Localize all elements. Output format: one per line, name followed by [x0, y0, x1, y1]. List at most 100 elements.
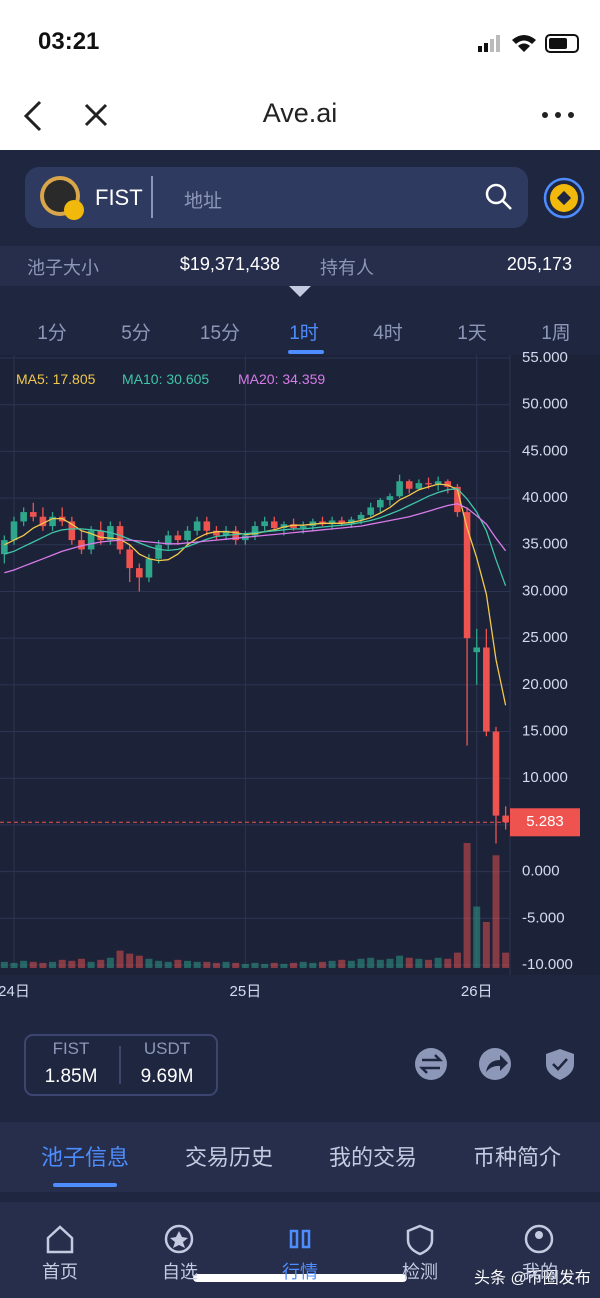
- y-tick-label: 30.000: [522, 582, 568, 599]
- interval-underline: [288, 350, 324, 354]
- last-price-label: 5.283: [526, 813, 564, 830]
- volume-bar: [126, 953, 134, 968]
- y-tick-label: -5.000: [522, 909, 565, 926]
- candle-body: [270, 521, 278, 528]
- candle-body: [348, 519, 355, 524]
- candle-body: [222, 530, 230, 536]
- interval-tab[interactable]: 15分: [199, 323, 241, 344]
- y-tick-label: 20.000: [522, 676, 568, 693]
- bottom-nav-item[interactable]: 行情: [282, 1262, 318, 1282]
- volume-bar: [367, 957, 375, 968]
- candle-body: [328, 520, 336, 525]
- y-tick-label: -10.000: [522, 956, 573, 973]
- candle-body: [145, 558, 153, 578]
- y-tick-label: 0.000: [522, 863, 560, 880]
- candle-body: [377, 499, 384, 508]
- info-tab[interactable]: 交易历史: [184, 1145, 273, 1170]
- candle-body: [299, 526, 307, 528]
- info-tabs: [0, 1122, 600, 1192]
- legend-value: 34.359: [282, 371, 325, 387]
- volume-bar: [106, 957, 114, 968]
- balance-amount: 9.69M: [140, 1066, 194, 1087]
- candle-body: [357, 514, 365, 520]
- volume-bar: [328, 960, 336, 968]
- action-buttons[interactable]: [414, 1046, 580, 1082]
- volume-bar: [203, 961, 211, 968]
- interval-tab[interactable]: 4时: [373, 323, 403, 344]
- volume-bar: [270, 962, 278, 968]
- candle-body: [338, 520, 346, 524]
- info-tab[interactable]: 币种简介: [472, 1145, 561, 1170]
- volume-bar: [241, 963, 249, 968]
- nav-title: Ave.ai: [262, 98, 338, 128]
- stats-row: [0, 246, 600, 286]
- interval-tab[interactable]: 5分: [121, 323, 151, 344]
- candle-body: [251, 526, 259, 536]
- y-tick-label: 40.000: [522, 489, 568, 506]
- interval-tab[interactable]: 1分: [37, 323, 67, 344]
- expand-arrow[interactable]: [289, 286, 311, 298]
- legend-entry: MA5: 17.805: [16, 371, 96, 387]
- ma-line: [4, 483, 507, 706]
- volume-bar: [77, 958, 85, 968]
- volume-bar: [58, 959, 66, 968]
- x-tick-label: 24日: [0, 983, 30, 1000]
- candle-body: [20, 512, 27, 522]
- bottom-nav-item[interactable]: 自选: [162, 1262, 198, 1282]
- volume-bar: [357, 958, 365, 968]
- volume-bar: [318, 961, 326, 968]
- candle-body: [492, 731, 500, 816]
- candle-body: [232, 530, 240, 541]
- chain-button[interactable]: [543, 177, 585, 219]
- bottom-nav-item[interactable]: 我的: [522, 1262, 558, 1282]
- candle-body: [184, 530, 191, 541]
- candle-body: [405, 481, 413, 489]
- volume-bar: [482, 921, 490, 968]
- volume-bar: [502, 952, 510, 968]
- legend-name: MA20: [238, 371, 275, 387]
- status-icons: [478, 34, 579, 53]
- search-icons: [40, 176, 512, 220]
- volume-bar: [20, 960, 28, 968]
- volume-bar: [10, 962, 18, 968]
- watermark: 头条 @币圈发布: [474, 1270, 591, 1287]
- volume-bar: [453, 952, 461, 968]
- candle-body: [49, 516, 56, 527]
- info-tab[interactable]: 我的交易: [328, 1145, 417, 1170]
- volume-bar: [174, 959, 182, 968]
- volume-bar: [164, 961, 172, 968]
- volume-bar: [386, 958, 394, 968]
- volume-bar: [338, 959, 346, 968]
- candle-body: [463, 512, 471, 639]
- candle-body: [415, 483, 423, 489]
- search-placeholder[interactable]: 地址: [184, 191, 223, 212]
- holders-value: 205,173: [506, 254, 572, 274]
- volume-bar: [290, 962, 298, 968]
- more-button[interactable]: [540, 108, 576, 122]
- bottom-nav-icons: [46, 1224, 554, 1256]
- nav-buttons[interactable]: [20, 98, 120, 134]
- volume-bar: [299, 961, 307, 968]
- pool-value: $19,371,438: [179, 254, 280, 274]
- search-box[interactable]: [25, 167, 528, 228]
- volume-bar: [463, 843, 471, 968]
- info-tab[interactable]: 池子信息: [40, 1145, 129, 1170]
- tab-underline: [53, 1183, 117, 1187]
- candle-body: [434, 481, 442, 485]
- bottom-nav-item[interactable]: 检测: [402, 1262, 438, 1282]
- volume-bar: [347, 960, 355, 968]
- candle-body: [213, 530, 220, 536]
- volume-bar: [29, 961, 37, 968]
- candle-body: [454, 486, 461, 513]
- interval-tab[interactable]: 1周: [541, 323, 571, 344]
- interval-tab[interactable]: 1天: [457, 323, 487, 344]
- bottom-nav-item[interactable]: 首页: [42, 1262, 78, 1282]
- y-tick-label: 10.000: [522, 769, 568, 786]
- candle-body: [425, 483, 432, 485]
- candle-body: [290, 524, 297, 528]
- candle-body: [444, 481, 452, 487]
- interval-tab[interactable]: 1时: [289, 323, 319, 344]
- candle-body: [164, 535, 172, 545]
- candlestick-chart: 55.000 50.000 45.000 40.000 35.000 30.000 25.0…: [0, 348, 580, 1000]
- volume-bar: [405, 957, 413, 968]
